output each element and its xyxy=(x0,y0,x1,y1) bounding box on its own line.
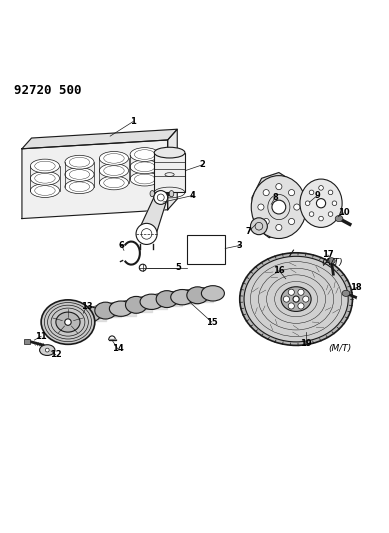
Ellipse shape xyxy=(130,148,159,161)
Circle shape xyxy=(309,190,314,195)
Ellipse shape xyxy=(109,301,132,317)
Circle shape xyxy=(293,296,299,302)
Polygon shape xyxy=(137,198,168,234)
Circle shape xyxy=(272,200,286,214)
Ellipse shape xyxy=(40,345,55,356)
Circle shape xyxy=(289,219,294,224)
Circle shape xyxy=(276,183,282,190)
Bar xyxy=(154,152,185,192)
Text: 3: 3 xyxy=(237,241,243,250)
Ellipse shape xyxy=(95,302,116,319)
Text: 5: 5 xyxy=(175,263,181,272)
Text: 12: 12 xyxy=(50,350,61,359)
Circle shape xyxy=(289,190,294,196)
Circle shape xyxy=(328,190,333,195)
Ellipse shape xyxy=(171,289,194,305)
Ellipse shape xyxy=(126,296,147,313)
Ellipse shape xyxy=(65,155,94,169)
Ellipse shape xyxy=(335,215,343,222)
Circle shape xyxy=(303,296,309,302)
Text: 15: 15 xyxy=(206,318,217,327)
Circle shape xyxy=(316,199,326,208)
Ellipse shape xyxy=(100,164,128,177)
Circle shape xyxy=(305,201,310,206)
Circle shape xyxy=(294,204,300,210)
Circle shape xyxy=(288,303,294,309)
Ellipse shape xyxy=(328,257,335,264)
Ellipse shape xyxy=(240,253,352,345)
Ellipse shape xyxy=(30,172,60,185)
Ellipse shape xyxy=(30,184,60,198)
Ellipse shape xyxy=(150,191,154,197)
Circle shape xyxy=(319,185,323,190)
Ellipse shape xyxy=(100,151,128,165)
Bar xyxy=(24,339,30,344)
Text: 14: 14 xyxy=(112,344,124,353)
Ellipse shape xyxy=(342,290,350,296)
Circle shape xyxy=(46,348,49,352)
Circle shape xyxy=(309,212,314,216)
Circle shape xyxy=(263,219,269,224)
Text: 16: 16 xyxy=(273,266,285,275)
Text: 92720 500: 92720 500 xyxy=(14,84,82,98)
Text: 11: 11 xyxy=(35,332,47,341)
Text: 17: 17 xyxy=(322,251,334,260)
Polygon shape xyxy=(252,173,294,238)
Circle shape xyxy=(298,303,304,309)
Circle shape xyxy=(263,190,269,196)
Text: 18: 18 xyxy=(350,283,362,292)
Text: 7: 7 xyxy=(245,228,251,237)
Text: 4: 4 xyxy=(190,191,196,200)
Ellipse shape xyxy=(156,290,178,308)
Ellipse shape xyxy=(154,147,185,158)
Circle shape xyxy=(298,289,304,295)
Circle shape xyxy=(139,264,146,271)
Polygon shape xyxy=(168,129,177,210)
Ellipse shape xyxy=(65,180,94,193)
Text: 2: 2 xyxy=(199,160,205,169)
Circle shape xyxy=(154,191,168,204)
Text: 6: 6 xyxy=(119,241,124,250)
Polygon shape xyxy=(22,129,177,149)
Circle shape xyxy=(328,212,333,216)
Bar xyxy=(187,235,225,264)
Ellipse shape xyxy=(130,172,159,186)
Circle shape xyxy=(65,319,71,325)
Ellipse shape xyxy=(41,300,95,344)
Text: 19: 19 xyxy=(300,338,312,348)
Text: 1: 1 xyxy=(130,117,136,126)
Ellipse shape xyxy=(30,159,60,173)
Circle shape xyxy=(258,204,264,210)
Ellipse shape xyxy=(251,176,307,238)
Text: (M/T): (M/T) xyxy=(329,344,352,353)
Ellipse shape xyxy=(169,191,174,197)
Circle shape xyxy=(288,289,294,295)
Text: 9: 9 xyxy=(314,191,320,200)
Ellipse shape xyxy=(187,287,208,304)
Circle shape xyxy=(319,216,323,221)
Circle shape xyxy=(136,223,157,245)
Ellipse shape xyxy=(202,286,224,301)
Ellipse shape xyxy=(77,307,100,322)
Circle shape xyxy=(332,201,337,206)
Text: (A/T): (A/T) xyxy=(322,258,343,267)
Ellipse shape xyxy=(244,256,348,342)
Text: 8: 8 xyxy=(272,193,278,202)
Circle shape xyxy=(251,218,267,235)
Ellipse shape xyxy=(140,294,163,310)
Circle shape xyxy=(276,224,282,231)
Polygon shape xyxy=(22,140,168,219)
Ellipse shape xyxy=(65,167,94,181)
Text: 13: 13 xyxy=(81,302,92,311)
Ellipse shape xyxy=(281,287,311,311)
Text: 10: 10 xyxy=(338,208,350,217)
Ellipse shape xyxy=(300,179,342,228)
Ellipse shape xyxy=(130,160,159,174)
Ellipse shape xyxy=(56,312,80,332)
Circle shape xyxy=(283,296,289,302)
Ellipse shape xyxy=(100,176,128,190)
